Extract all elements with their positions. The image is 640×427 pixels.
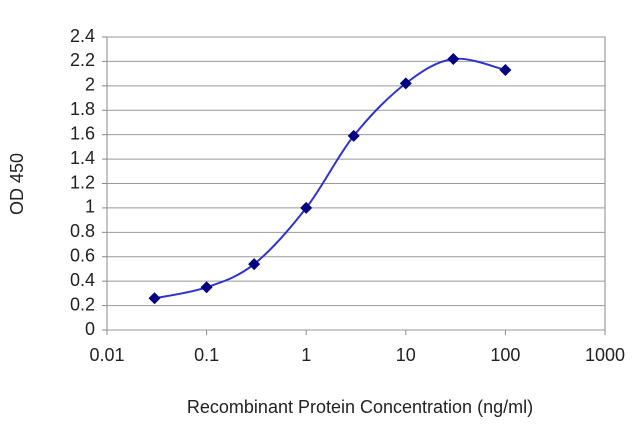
data-point <box>499 63 512 76</box>
data-point <box>148 292 161 305</box>
x-tick-label: 100 <box>490 345 520 365</box>
x-tick-label: 10 <box>396 345 416 365</box>
y-tick-label: 1.2 <box>70 172 95 192</box>
y-tick-label: 0 <box>85 319 95 339</box>
data-point <box>300 201 313 214</box>
data-point <box>248 258 261 271</box>
data-point <box>200 281 213 294</box>
y-tick-label: 0.6 <box>70 246 95 266</box>
y-tick-label: 1 <box>85 197 95 217</box>
data-point <box>447 52 460 65</box>
x-axis-label: Recombinant Protein Concentration (ng/ml… <box>187 397 533 417</box>
data-point <box>347 129 360 142</box>
x-tick-label: 1 <box>301 345 311 365</box>
y-tick-label: 1.6 <box>70 123 95 143</box>
x-tick-label: 1000 <box>585 345 625 365</box>
y-tick-label: 2 <box>85 75 95 95</box>
y-axis-label: OD 450 <box>7 153 27 215</box>
y-tick-label: 1.8 <box>70 99 95 119</box>
data-point <box>399 77 412 90</box>
x-tick-label: 0.1 <box>194 345 219 365</box>
x-tick-label: 0.01 <box>89 345 124 365</box>
y-tick-label: 0.2 <box>70 294 95 314</box>
y-tick-label: 1.4 <box>70 148 95 168</box>
y-tick-label: 0.8 <box>70 221 95 241</box>
y-tick-label: 2.2 <box>70 50 95 70</box>
y-tick-label: 2.4 <box>70 26 95 46</box>
y-tick-label: 0.4 <box>70 270 95 290</box>
series-line <box>154 57 506 300</box>
